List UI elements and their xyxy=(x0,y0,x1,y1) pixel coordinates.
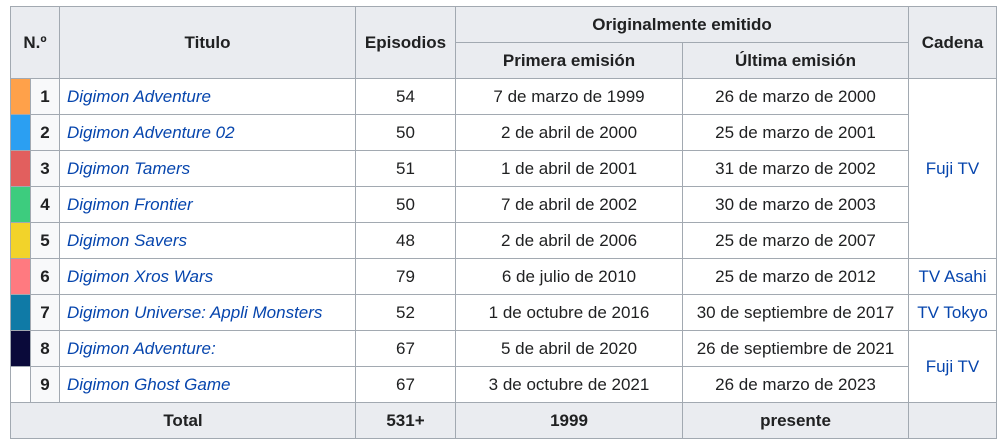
table-body: 1 Digimon Adventure 54 7 de marzo de 199… xyxy=(10,78,997,403)
episodes-count: 52 xyxy=(355,294,456,331)
first-air-date: 3 de octubre de 2021 xyxy=(455,366,683,403)
season-color-swatch xyxy=(10,78,31,115)
last-air-date: 25 de marzo de 2012 xyxy=(682,258,909,295)
header-titulo: Titulo xyxy=(59,6,356,79)
table-row: 5 Digimon Savers 48 2 de abril de 2006 2… xyxy=(10,222,997,259)
episodes-count: 54 xyxy=(355,78,456,115)
episodes-count: 50 xyxy=(355,114,456,151)
season-title-link[interactable]: Digimon Adventure 02 xyxy=(67,122,235,142)
last-air-date: 25 de marzo de 2001 xyxy=(682,114,909,151)
total-cadena-empty xyxy=(908,402,997,439)
episodes-table: N.º Titulo Episodios Originalmente emiti… xyxy=(10,6,997,439)
first-air-date: 7 de marzo de 1999 xyxy=(455,78,683,115)
season-number: 4 xyxy=(30,186,60,223)
season-title-link[interactable]: Digimon Ghost Game xyxy=(67,374,231,394)
header-primera-emision: Primera emisión xyxy=(455,42,683,79)
season-title-link[interactable]: Digimon Adventure: xyxy=(67,338,216,358)
first-air-date: 1 de abril de 2001 xyxy=(455,150,683,187)
season-color-swatch xyxy=(10,186,31,223)
season-number: 1 xyxy=(30,78,60,115)
first-air-date: 5 de abril de 2020 xyxy=(455,330,683,367)
table-row: 2 Digimon Adventure 02 50 2 de abril de … xyxy=(10,114,997,151)
season-number: 6 xyxy=(30,258,60,295)
header-ultima-emision: Última emisión xyxy=(682,42,909,79)
season-color-swatch xyxy=(10,114,31,151)
season-title-link[interactable]: Digimon Frontier xyxy=(67,194,193,214)
table-row: 1 Digimon Adventure 54 7 de marzo de 199… xyxy=(10,78,997,259)
first-air-date: 7 de abril de 2002 xyxy=(455,186,683,223)
last-air-date: 26 de septiembre de 2021 xyxy=(682,330,909,367)
episodes-count: 51 xyxy=(355,150,456,187)
last-air-date: 26 de marzo de 2023 xyxy=(682,366,909,403)
season-color-swatch xyxy=(10,366,31,403)
episodes-count: 48 xyxy=(355,222,456,259)
last-air-date: 31 de marzo de 2002 xyxy=(682,150,909,187)
table-row: 8 Digimon Adventure: 67 5 de abril de 20… xyxy=(10,330,997,403)
total-last: presente xyxy=(682,402,909,439)
first-air-date: 1 de octubre de 2016 xyxy=(455,294,683,331)
season-number: 7 xyxy=(30,294,60,331)
table-row: 9 Digimon Ghost Game 67 3 de octubre de … xyxy=(10,366,997,403)
season-number: 8 xyxy=(30,330,60,367)
season-number: 2 xyxy=(30,114,60,151)
season-number: 3 xyxy=(30,150,60,187)
episodes-count: 79 xyxy=(355,258,456,295)
total-first-year: 1999 xyxy=(455,402,683,439)
last-air-date: 30 de marzo de 2003 xyxy=(682,186,909,223)
last-air-date: 26 de marzo de 2000 xyxy=(682,78,909,115)
season-title-link[interactable]: Digimon Adventure xyxy=(67,86,211,106)
season-color-swatch xyxy=(10,150,31,187)
episodes-count: 67 xyxy=(355,330,456,367)
first-air-date: 2 de abril de 2000 xyxy=(455,114,683,151)
season-color-swatch xyxy=(10,222,31,259)
network-link-fuji-tv[interactable]: Fuji TV xyxy=(925,158,980,178)
last-air-date: 30 de septiembre de 2017 xyxy=(682,294,909,331)
total-episodes: 531+ xyxy=(355,402,456,439)
season-title-link[interactable]: Digimon Universe: Appli Monsters xyxy=(67,302,323,322)
first-air-date: 6 de julio de 2010 xyxy=(455,258,683,295)
table-row: 4 Digimon Frontier 50 7 de abril de 2002… xyxy=(10,186,997,223)
season-number: 9 xyxy=(30,366,60,403)
table-row: 7 Digimon Universe: Appli Monsters 52 1 … xyxy=(10,294,997,331)
season-color-swatch xyxy=(10,258,31,295)
last-air-date: 25 de marzo de 2007 xyxy=(682,222,909,259)
network-link-tv-tokyo[interactable]: TV Tokyo xyxy=(917,302,988,322)
season-title-link[interactable]: Digimon Tamers xyxy=(67,158,191,178)
table-row: 6 Digimon Xros Wars 79 6 de julio de 201… xyxy=(10,258,997,295)
header-cadena: Cadena xyxy=(908,6,997,79)
season-color-swatch xyxy=(10,330,31,367)
season-title-link[interactable]: Digimon Xros Wars xyxy=(67,266,214,286)
total-label: Total xyxy=(10,402,356,439)
table-row: 3 Digimon Tamers 51 1 de abril de 2001 3… xyxy=(10,150,997,187)
season-color-swatch xyxy=(10,294,31,331)
network-link-tv-asahi[interactable]: TV Asahi xyxy=(918,266,987,286)
network-link-fuji-tv[interactable]: Fuji TV xyxy=(925,356,980,376)
header-episodios: Episodios xyxy=(355,6,456,79)
season-title-link[interactable]: Digimon Savers xyxy=(67,230,187,250)
header-num: N.º xyxy=(10,6,60,79)
first-air-date: 2 de abril de 2006 xyxy=(455,222,683,259)
episodes-count: 67 xyxy=(355,366,456,403)
season-number: 5 xyxy=(30,222,60,259)
header-originalmente-emitido: Originalmente emitido xyxy=(455,6,909,43)
episodes-count: 50 xyxy=(355,186,456,223)
